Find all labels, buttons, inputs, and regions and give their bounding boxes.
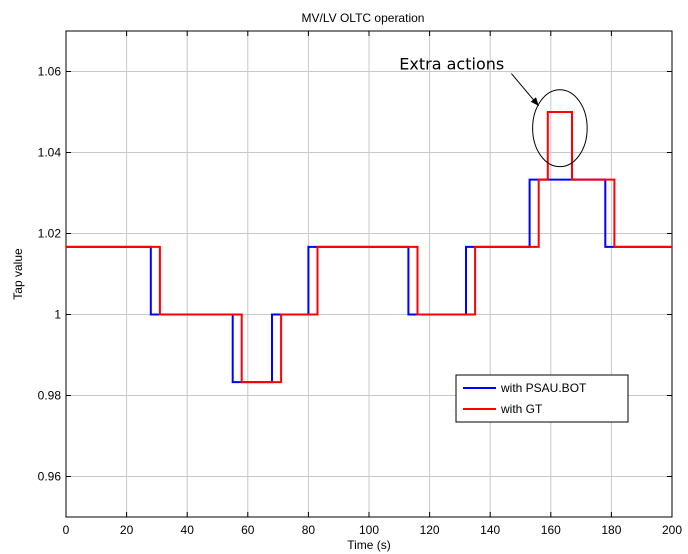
x-tick-label: 80 [302, 523, 316, 537]
y-tick-label: 1 [54, 308, 61, 322]
y-tick-label: 1.04 [38, 146, 62, 160]
axis-ticks: 0 20 40 60 80 100 120 140 160 180 200 0.96 0.98 1 1.02… [38, 31, 682, 537]
series-layer [66, 111, 672, 384]
x-tick-label: 0 [63, 523, 70, 537]
legend-box [455, 374, 629, 423]
legend-label-series-2: with GT [500, 402, 543, 416]
y-tick-label: 0.98 [38, 389, 62, 403]
annotation-text: Extra actions [399, 54, 504, 73]
annotation: Extra actions [399, 54, 588, 168]
chart-title: MV/LV OLTC operation [302, 11, 425, 25]
x-tick-label: 160 [541, 523, 561, 537]
x-tick-label: 120 [420, 523, 440, 537]
x-tick-label: 60 [241, 523, 255, 537]
x-tick-label: 140 [480, 523, 500, 537]
annotation-ellipse [532, 89, 588, 168]
x-tick-label: 20 [120, 523, 134, 537]
x-tick-label: 200 [662, 523, 682, 537]
x-axis-label: Time (s) [347, 538, 391, 552]
x-tick-label: 180 [601, 523, 621, 537]
y-tick-label: 1.02 [38, 227, 62, 241]
legend-label-series-1: with PSAU.BOT [500, 381, 587, 395]
series-line-2 [66, 111, 672, 384]
annotation-arrow-head [530, 97, 539, 106]
x-tick-label: 40 [181, 523, 195, 537]
y-tick-label: 1.06 [38, 65, 62, 79]
x-tick-label: 100 [359, 523, 379, 537]
legend: with PSAU.BOT with GT [455, 374, 629, 423]
y-tick-label: 0.96 [38, 470, 62, 484]
y-axis-label: Tap value [11, 248, 25, 300]
